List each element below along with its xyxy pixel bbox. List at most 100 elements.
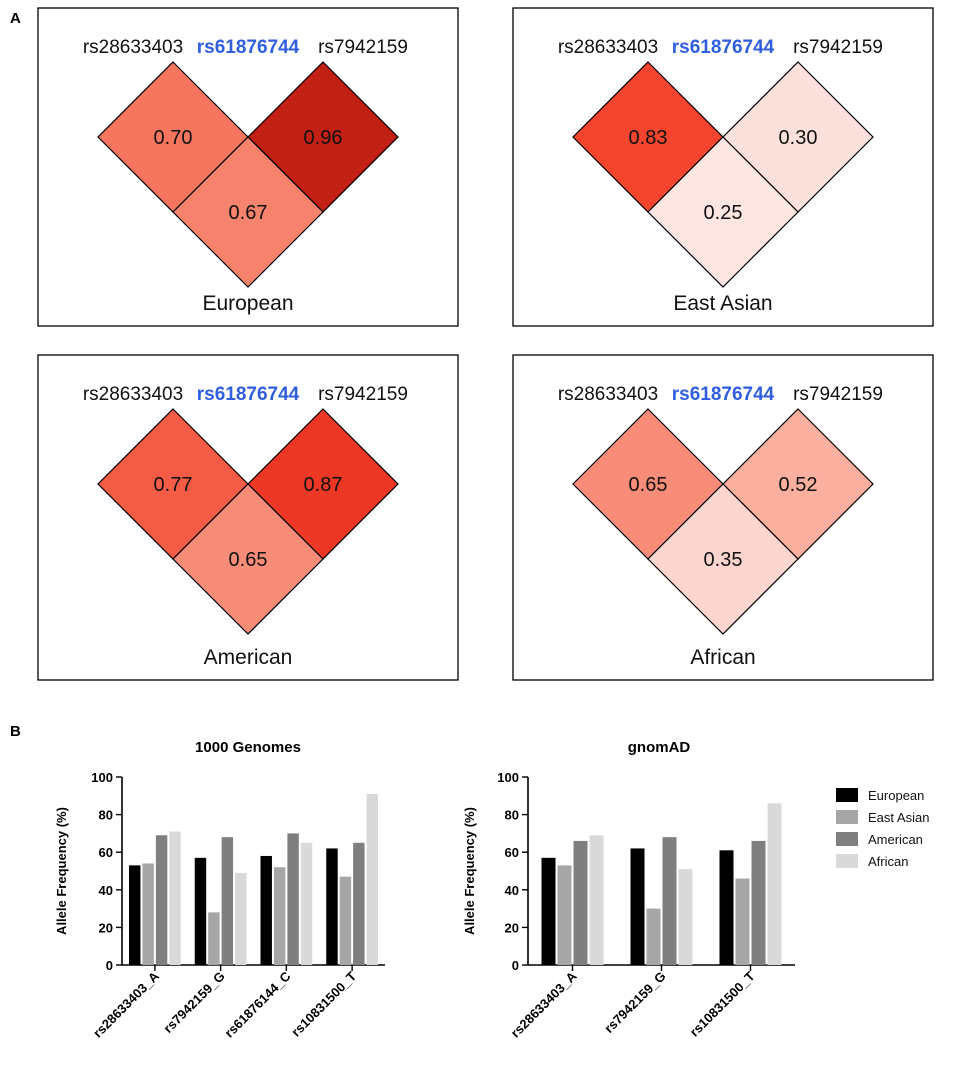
bar-east-asian-rs10831500-t bbox=[339, 876, 352, 965]
ld-value-label: 0.77 bbox=[154, 474, 193, 496]
focus-snp-label: rs61876744 bbox=[672, 384, 775, 405]
bar-european-rs7942159-g bbox=[630, 848, 645, 965]
ld-panel-title: European bbox=[202, 292, 293, 315]
bar-american-rs61876144-c bbox=[287, 833, 299, 965]
snp-label: rs28633403 bbox=[83, 384, 183, 405]
ld-value-label: 0.65 bbox=[229, 549, 268, 571]
legend-swatch-american bbox=[836, 832, 858, 846]
snp-label: rs7942159 bbox=[318, 384, 408, 405]
x-tick-label: rs7942159_G bbox=[601, 969, 668, 1036]
snp-label: rs28633403 bbox=[83, 37, 183, 58]
ld-value-label: 0.30 bbox=[779, 127, 818, 149]
ld-value-label: 0.70 bbox=[154, 127, 193, 149]
y-tick-label: 20 bbox=[99, 920, 113, 935]
snp-label: rs28633403 bbox=[558, 37, 658, 58]
bar-african-rs10831500-t bbox=[366, 793, 378, 965]
panel-label-a: A bbox=[10, 10, 21, 27]
bar-african-rs7942159-g bbox=[235, 872, 247, 965]
focus-snp-label: rs61876744 bbox=[197, 37, 300, 58]
bar-african-rs61876144-c bbox=[300, 842, 313, 965]
bar-american-rs28633403-a bbox=[573, 840, 588, 965]
ld-panel-frame bbox=[37, 7, 459, 327]
y-axis-label: Allele Frequency (%) bbox=[462, 807, 477, 935]
legend-label: American bbox=[868, 832, 923, 847]
bar-african-rs28633403-a bbox=[589, 835, 604, 965]
y-tick-label: 0 bbox=[512, 958, 519, 973]
bar-european-rs61876144-c bbox=[260, 855, 272, 965]
ld-cell-rs28633403-rs7942159 bbox=[647, 483, 799, 635]
ld-cell-rs28633403-rs7942159 bbox=[647, 136, 799, 288]
legend-label: European bbox=[868, 788, 924, 803]
x-tick-label: rs28633403_A bbox=[90, 968, 162, 1040]
x-tick-label: rs28633403_A bbox=[508, 968, 580, 1040]
bar-african-rs28633403-a bbox=[169, 831, 181, 965]
legend-label: East Asian bbox=[868, 810, 929, 825]
ld-panel-frame bbox=[512, 7, 934, 327]
panel-label-b: B bbox=[10, 723, 21, 740]
bar-east-asian-rs61876144-c bbox=[273, 867, 286, 965]
bar-american-rs7942159-g bbox=[221, 837, 234, 965]
ld-value-label: 0.96 bbox=[304, 127, 343, 149]
chart-title: gnomAD bbox=[628, 739, 691, 756]
bar-european-rs28633403-a bbox=[129, 865, 141, 965]
legend-swatch-african bbox=[836, 854, 858, 868]
bar-american-rs7942159-g bbox=[662, 837, 677, 965]
ld-cell-rs28633403-rs7942159 bbox=[172, 136, 324, 288]
ld-panel-african: rs28633403 rs61876744 rs7942159 0.65 0.52 0.3… bbox=[512, 354, 934, 681]
ld-value-label: 0.67 bbox=[229, 202, 268, 224]
bar-european-rs10831500-t bbox=[326, 848, 338, 965]
ld-cell-rs28633403-rs7942159 bbox=[172, 483, 324, 635]
ld-value-label: 0.35 bbox=[704, 549, 743, 571]
bar-african-rs10831500-t bbox=[767, 803, 782, 965]
y-tick-label: 40 bbox=[99, 883, 113, 898]
ld-value-label: 0.52 bbox=[779, 474, 818, 496]
ld-value-label: 0.83 bbox=[629, 127, 668, 149]
bar-american-rs10831500-t bbox=[751, 840, 766, 965]
legend: European East Asian American African bbox=[836, 788, 929, 869]
ld-panel-title: East Asian bbox=[673, 292, 772, 315]
y-tick-label: 100 bbox=[497, 770, 519, 785]
ld-value-label: 0.87 bbox=[304, 474, 343, 496]
y-tick-label: 80 bbox=[99, 808, 113, 823]
y-tick-label: 80 bbox=[505, 808, 519, 823]
bar-european-rs28633403-a bbox=[541, 857, 556, 965]
ld-panel-european: rs28633403 rs61876744 rs7942159 0.70 0.96 0.6… bbox=[37, 7, 459, 327]
y-tick-label: 60 bbox=[505, 845, 519, 860]
bar-chart-gnomad: gnomAD 0 20 40 60 80 100 Allele Frequency (%) rs… bbox=[462, 739, 929, 1040]
x-tick-label: rs10831500_T bbox=[288, 968, 359, 1039]
bar-east-asian-rs28633403-a bbox=[557, 865, 572, 965]
ld-panel-title: African bbox=[690, 646, 755, 669]
bar-chart-1000-genomes: 1000 Genomes 0 20 40 60 80 100 Allele Frequency… bbox=[54, 739, 385, 1040]
bar-european-rs10831500-t bbox=[719, 850, 734, 965]
ld-panel-frame bbox=[37, 354, 459, 681]
y-tick-label: 0 bbox=[106, 958, 113, 973]
bar-east-asian-rs28633403-a bbox=[142, 863, 154, 965]
ld-panel-title: American bbox=[204, 646, 293, 669]
legend-label: African bbox=[868, 854, 908, 869]
x-tick-label: rs7942159_G bbox=[160, 969, 227, 1036]
y-tick-label: 20 bbox=[505, 920, 519, 935]
snp-label: rs7942159 bbox=[318, 37, 408, 58]
focus-snp-label: rs61876744 bbox=[672, 37, 775, 58]
bar-east-asian-rs7942159-g bbox=[646, 908, 661, 965]
y-axis-label: Allele Frequency (%) bbox=[54, 807, 69, 935]
snp-label: rs7942159 bbox=[793, 384, 883, 405]
bar-african-rs7942159-g bbox=[678, 869, 693, 965]
legend-swatch-east-asian bbox=[836, 810, 858, 824]
snp-label: rs7942159 bbox=[793, 37, 883, 58]
focus-snp-label: rs61876744 bbox=[197, 384, 300, 405]
ld-panel-frame bbox=[512, 354, 934, 681]
bar-american-rs28633403-a bbox=[155, 835, 168, 965]
x-tick-label: rs61876144_C bbox=[222, 968, 294, 1040]
y-tick-label: 100 bbox=[91, 770, 113, 785]
ld-panel-east-asian: rs28633403 rs61876744 rs7942159 0.83 0.30 0.2… bbox=[512, 7, 934, 327]
y-tick-label: 60 bbox=[99, 845, 113, 860]
y-tick-label: 40 bbox=[505, 883, 519, 898]
bar-american-rs10831500-t bbox=[353, 842, 365, 965]
chart-title: 1000 Genomes bbox=[195, 739, 301, 756]
bar-east-asian-rs10831500-t bbox=[735, 878, 750, 965]
bar-east-asian-rs7942159-g bbox=[208, 912, 220, 965]
bar-european-rs7942159-g bbox=[194, 857, 207, 965]
x-tick-label: rs10831500_T bbox=[687, 968, 758, 1039]
